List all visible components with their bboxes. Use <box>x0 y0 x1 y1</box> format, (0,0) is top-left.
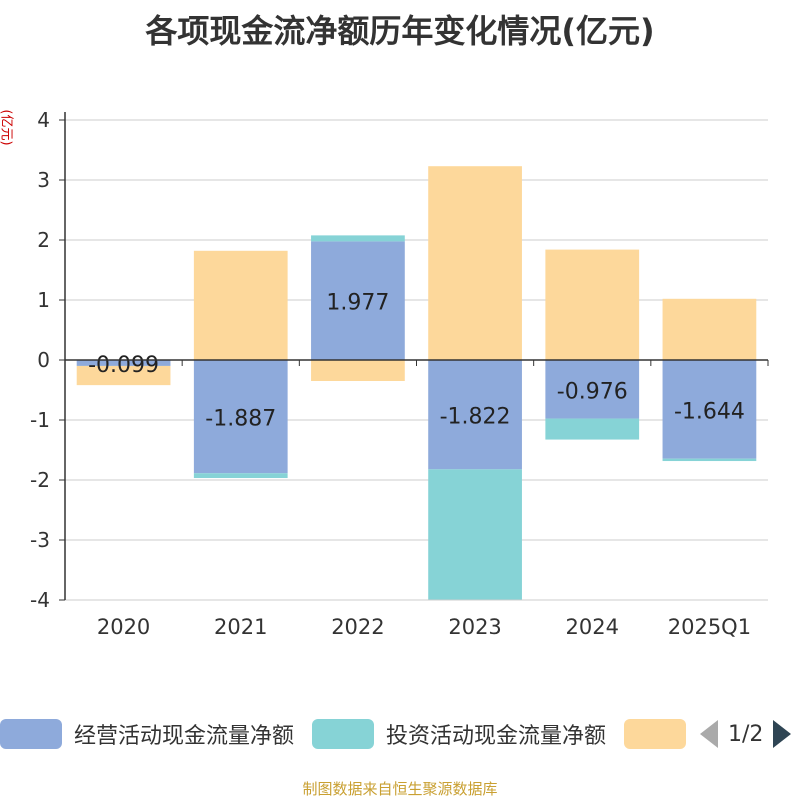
x-tick-label-2022: 2022 <box>331 615 384 639</box>
bar-third-2025Q1 <box>662 298 757 360</box>
bar-operating-2023 <box>428 360 522 470</box>
data-label-2021: -1.887 <box>205 407 276 432</box>
data-label-2025Q1: -1.644 <box>674 399 745 424</box>
data-label-2020: -0.099 <box>88 353 159 378</box>
legend-label-investing: 投资活动现金流量净额 <box>386 724 607 749</box>
bar-investing-2023 <box>428 469 522 600</box>
data-label-2024: -0.976 <box>557 379 628 404</box>
x-tick-label-2023: 2023 <box>448 615 501 639</box>
x-tick-label-2025Q1: 2025Q1 <box>668 615 751 639</box>
bar-operating-2022 <box>311 241 405 360</box>
x-tick-label-2021: 2021 <box>214 615 267 639</box>
y-tick-label-0: -4 <box>30 588 50 612</box>
bar-investing-2021 <box>193 473 288 479</box>
x-tick-label-2020: 2020 <box>97 615 150 639</box>
y-tick-label-5: 1 <box>37 288 50 312</box>
y-tick-label-8: 4 <box>37 108 50 132</box>
data-label-2022: 1.977 <box>326 291 389 316</box>
legend: 经营活动现金流量净额 投资活动现金流量净额 <box>0 716 716 752</box>
source-note: 制图数据来自恒生聚源数据库 <box>302 780 498 798</box>
bar-third-2024 <box>545 249 640 360</box>
legend-swatch-operating <box>0 719 62 749</box>
bar-third-2023 <box>428 166 522 360</box>
chart-plot: -4 -3 -2 -1 0 1 2 3 4 -0.099 -1.887 1.977 -1.822 -0.9… <box>30 108 769 639</box>
bar-investing-2022 <box>311 235 405 242</box>
bar-investing-2025Q1 <box>662 458 757 462</box>
legend-pager: 1/2 <box>700 716 792 752</box>
bar-operating-2024 <box>545 360 640 419</box>
legend-swatch-third <box>624 719 687 749</box>
y-tick-label-3: -1 <box>30 408 50 432</box>
bar-third-2021 <box>193 250 288 360</box>
legend-item-investing[interactable]: 投资活动现金流量净额 <box>312 718 606 750</box>
bar-operating-2025Q1 <box>662 360 757 459</box>
legend-item-operating[interactable]: 经营活动现金流量净额 <box>0 718 294 750</box>
bar-operating-2021 <box>193 360 288 474</box>
legend-item-third[interactable] <box>624 719 698 749</box>
y-tick-label-1: -3 <box>30 528 50 552</box>
bar-third-2020 <box>76 365 171 386</box>
chart-title: 各项现金流净额历年变化情况(亿元) <box>145 12 655 50</box>
bar-investing-2024 <box>545 418 640 440</box>
pager-next-icon[interactable] <box>773 720 792 748</box>
y-tick-label-4: 0 <box>37 348 50 372</box>
legend-label-operating: 经营活动现金流量净额 <box>74 724 295 749</box>
bar-operating-2020 <box>76 360 171 366</box>
data-label-2023: -1.822 <box>440 405 511 430</box>
pager-prev-icon[interactable] <box>700 720 718 748</box>
y-tick-label-2: -2 <box>30 468 50 492</box>
pager-text: 1/2 <box>728 721 764 747</box>
x-tick-label-2024: 2024 <box>566 615 619 639</box>
y-tick-label-7: 3 <box>37 168 50 192</box>
legend-swatch-investing <box>312 719 375 749</box>
bar-third-2022 <box>311 360 405 381</box>
y-tick-label-6: 2 <box>37 228 50 252</box>
